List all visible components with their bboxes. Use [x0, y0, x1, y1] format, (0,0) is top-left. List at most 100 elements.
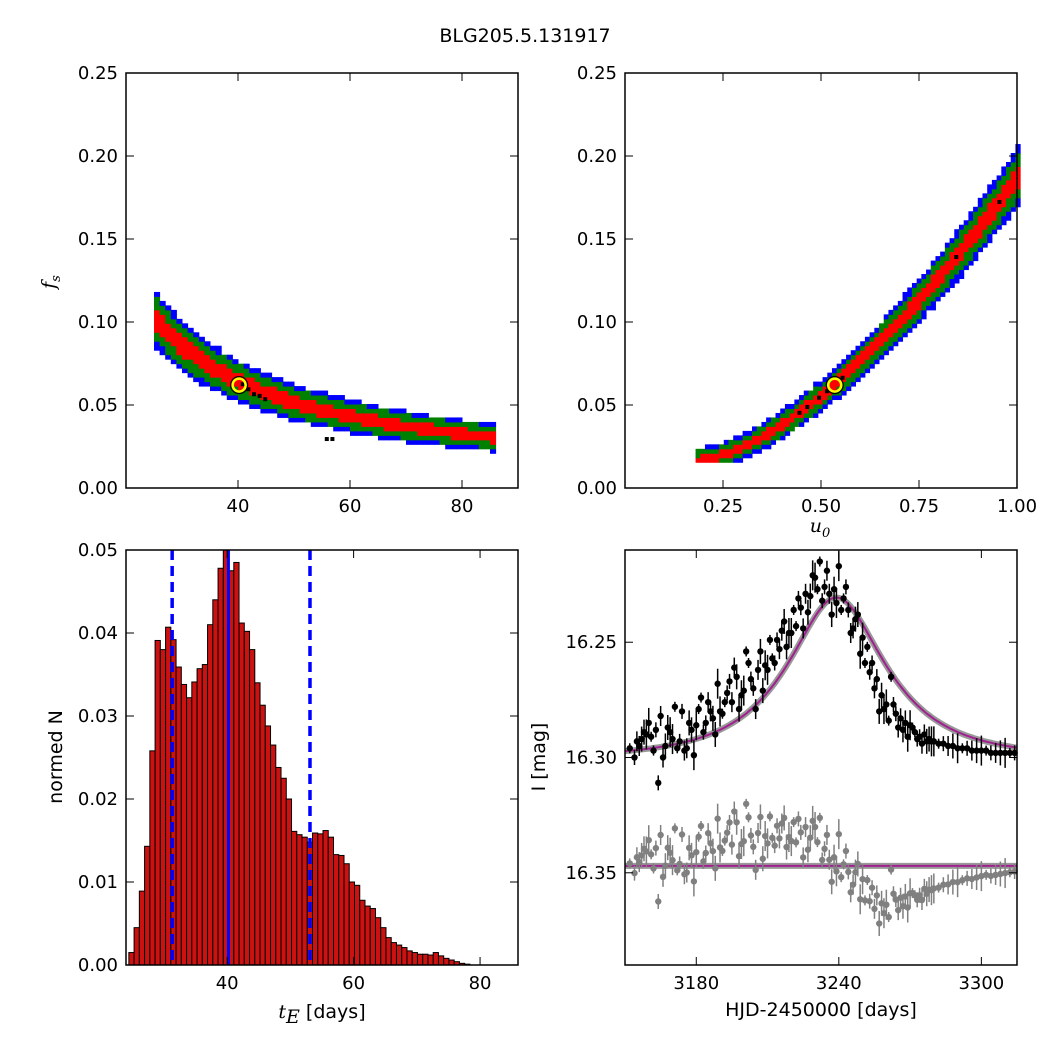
posterior-cell — [355, 412, 362, 418]
x-axis-label: tE [days] — [278, 1001, 365, 1028]
posterior-cell — [389, 417, 396, 423]
posterior-cell — [968, 238, 974, 244]
posterior-cell — [940, 274, 946, 280]
posterior-cell — [350, 404, 357, 409]
posterior-cell — [389, 408, 396, 414]
posterior-cell — [963, 233, 969, 239]
posterior-cell — [723, 448, 729, 454]
posterior-cell — [926, 269, 932, 275]
data-point — [700, 728, 707, 736]
posterior-cell — [709, 457, 715, 463]
posterior-cell — [182, 359, 189, 365]
best-cell — [240, 382, 245, 387]
posterior-cell — [940, 282, 946, 288]
data-point — [750, 685, 757, 692]
posterior-cell — [846, 368, 852, 374]
histogram-bar — [390, 942, 397, 966]
posterior-cell — [982, 206, 988, 212]
residual-point — [745, 814, 752, 821]
posterior-cell — [770, 430, 777, 436]
data-point — [918, 740, 926, 747]
posterior-cell — [450, 435, 457, 441]
y-tick-label: 0.10 — [577, 312, 617, 333]
posterior-cell — [310, 395, 317, 401]
residual-point — [659, 873, 667, 881]
posterior-cell — [940, 256, 946, 262]
histogram-bar — [348, 881, 355, 966]
posterior-cell — [221, 372, 228, 378]
posterior-cell — [879, 332, 885, 338]
posterior-cell — [874, 354, 880, 360]
posterior-cell — [761, 435, 767, 441]
y-axis-label: fs — [38, 275, 64, 291]
posterior-cell — [719, 444, 725, 450]
posterior-cell — [987, 197, 993, 203]
posterior-cell — [159, 336, 166, 342]
residual-point — [669, 856, 676, 864]
data-point — [745, 659, 752, 667]
posterior-cell — [780, 408, 786, 414]
histogram-bar — [406, 950, 413, 966]
posterior-cell — [968, 229, 974, 235]
residual-point — [845, 868, 852, 876]
posterior-cell — [850, 372, 856, 378]
y-tick-label: 0.00 — [78, 955, 118, 976]
posterior-cell — [490, 444, 497, 450]
posterior-cell — [456, 439, 463, 445]
posterior-cell — [198, 381, 205, 387]
posterior-cell — [215, 372, 222, 378]
posterior-cell — [822, 377, 828, 383]
posterior-cell — [288, 390, 295, 396]
posterior-cell — [831, 386, 838, 392]
posterior-cell — [193, 372, 200, 378]
posterior-cell — [305, 399, 312, 405]
posterior-cell — [271, 381, 278, 387]
data-point — [876, 708, 883, 715]
data-point — [778, 627, 785, 634]
residual-point — [712, 865, 719, 872]
posterior-cell — [1010, 193, 1016, 199]
posterior-cell — [450, 417, 457, 423]
data-point — [757, 648, 764, 655]
posterior-cell — [747, 448, 753, 454]
posterior-cell — [243, 368, 250, 374]
data-point — [997, 749, 1004, 757]
posterior-cell — [926, 300, 932, 306]
y-tick-label: 0.01 — [78, 872, 118, 893]
posterior-cell — [361, 426, 368, 432]
posterior-cell — [361, 412, 368, 418]
posterior-cell — [254, 399, 261, 405]
posterior-cell — [775, 435, 781, 441]
data-point — [671, 703, 679, 710]
posterior-cell — [154, 300, 161, 306]
residual-point — [752, 866, 759, 874]
posterior-cell — [187, 332, 194, 338]
posterior-cell — [338, 399, 345, 405]
posterior-cell — [756, 439, 762, 445]
posterior-cell — [996, 215, 1002, 221]
posterior-cell — [846, 359, 852, 365]
data-point — [890, 701, 897, 708]
posterior-cell — [879, 323, 885, 329]
data-point — [761, 662, 769, 669]
posterior-cell — [238, 395, 245, 401]
posterior-cell — [355, 421, 362, 427]
posterior-cell — [154, 318, 161, 324]
histogram-bar — [144, 845, 151, 966]
posterior-cell — [210, 350, 217, 356]
posterior-cell — [973, 211, 979, 217]
posterior-cell — [310, 412, 317, 418]
posterior-cell — [394, 417, 401, 423]
posterior-cell — [874, 350, 880, 356]
data-point — [1011, 749, 1018, 757]
posterior-cell — [238, 363, 245, 369]
posterior-cell — [982, 215, 988, 221]
posterior-cell — [916, 309, 922, 315]
posterior-cell — [907, 296, 913, 302]
posterior-cell — [846, 354, 852, 360]
posterior-cell — [926, 274, 932, 280]
residual-point — [728, 841, 736, 848]
posterior-cell — [803, 399, 809, 405]
posterior-cell — [282, 395, 289, 401]
posterior-cell — [963, 260, 969, 266]
